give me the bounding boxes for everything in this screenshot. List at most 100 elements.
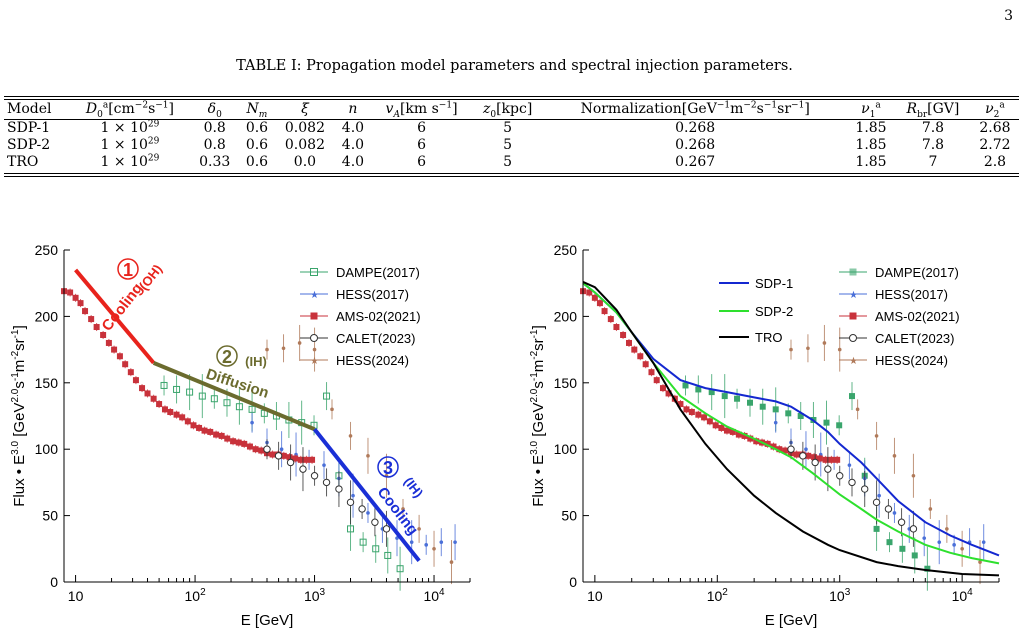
data-point bbox=[213, 431, 220, 438]
data-point bbox=[811, 458, 819, 467]
data-point bbox=[945, 527, 949, 531]
data-point bbox=[874, 434, 879, 438]
cell: 7.8 bbox=[921, 120, 945, 136]
data-point bbox=[747, 399, 754, 406]
data-point bbox=[88, 316, 95, 323]
cell: 0.6 bbox=[245, 154, 269, 170]
data-point bbox=[105, 339, 112, 346]
data-point bbox=[978, 560, 982, 564]
legend-dampe: DAMPE(2017) bbox=[336, 265, 420, 280]
data-point bbox=[409, 540, 414, 544]
cell: 6 bbox=[417, 137, 426, 153]
data-point bbox=[848, 478, 856, 487]
data-point bbox=[330, 407, 334, 412]
data-point bbox=[776, 446, 783, 453]
data-point bbox=[348, 434, 353, 438]
annotation-cooling-ih: 3 (IH) Cooling bbox=[374, 456, 426, 538]
data-point bbox=[729, 428, 736, 435]
data-point bbox=[793, 451, 800, 458]
cell: SDP-1 bbox=[7, 120, 51, 136]
data-point bbox=[695, 386, 702, 393]
figure-right: 0 50 100 150 200 250 10 102 103 104 Flux • E3.0 [… bbox=[519, 236, 1029, 632]
col-z0: z0[kpc] bbox=[482, 101, 533, 120]
y-tick-label: 150 bbox=[35, 375, 59, 391]
data-point bbox=[872, 498, 881, 507]
data-point bbox=[665, 390, 672, 397]
data-point bbox=[93, 324, 100, 331]
data-point bbox=[263, 445, 271, 453]
legend-ams: AMS-02(2021) bbox=[336, 309, 421, 324]
data-point bbox=[706, 418, 713, 425]
cell: 4.0 bbox=[341, 154, 365, 170]
data-point bbox=[335, 485, 343, 493]
data-point bbox=[432, 547, 436, 551]
annotation-2-number: 2 bbox=[222, 347, 232, 367]
table-row: SDP-2 1 × 1029 0.8 0.6 0.082 4.0 6 5 0.2… bbox=[4, 137, 1019, 154]
model-line bbox=[582, 282, 1000, 557]
data-point bbox=[235, 403, 243, 411]
data-point bbox=[358, 505, 366, 513]
data-point bbox=[150, 395, 157, 402]
data-point bbox=[224, 435, 231, 442]
segment-line bbox=[312, 428, 421, 562]
data-point bbox=[246, 443, 253, 450]
data-point bbox=[292, 455, 299, 462]
data-point bbox=[299, 465, 307, 473]
segment-line bbox=[152, 361, 316, 432]
cell: 0.267 bbox=[675, 154, 716, 170]
cell: 0.082 bbox=[284, 120, 325, 136]
data-point bbox=[718, 424, 725, 431]
data-point bbox=[424, 543, 429, 547]
data-point bbox=[274, 452, 283, 460]
data-point bbox=[396, 565, 404, 573]
y-axis-label: Flux • E3.0 [GeV2.0s-1m-2sr-1] bbox=[529, 325, 547, 507]
data-point bbox=[620, 331, 627, 338]
y-tick-label: 150 bbox=[554, 375, 578, 391]
data-point bbox=[417, 527, 421, 531]
x-tick-label: 10 bbox=[587, 588, 603, 604]
x-axis-label: E [GeV] bbox=[241, 612, 294, 629]
data-point bbox=[173, 385, 181, 393]
data-point bbox=[198, 392, 206, 400]
legend-calet: CALET(2023) bbox=[336, 331, 415, 346]
data-point bbox=[836, 472, 844, 480]
data-point bbox=[712, 422, 719, 429]
cell: 5 bbox=[503, 154, 513, 170]
data-point bbox=[789, 347, 793, 352]
data-point bbox=[607, 316, 614, 323]
cell: 1.85 bbox=[855, 120, 887, 136]
cell: 6 bbox=[417, 120, 426, 136]
cell: 0.0 bbox=[293, 154, 317, 170]
data-point bbox=[281, 346, 286, 351]
data-point bbox=[892, 511, 897, 515]
data-point bbox=[303, 456, 310, 463]
cell: 1 × 1029 bbox=[100, 119, 160, 136]
data-point bbox=[322, 463, 326, 467]
data-point bbox=[265, 347, 269, 352]
x-tick-label: 103 bbox=[304, 587, 326, 604]
data-point bbox=[735, 431, 742, 438]
data-point bbox=[884, 505, 893, 513]
data-point bbox=[772, 406, 779, 413]
data-point bbox=[877, 493, 881, 498]
legend-sdp1: SDP-1 bbox=[755, 276, 793, 291]
y-tick-label: 200 bbox=[35, 308, 59, 324]
data-point bbox=[952, 543, 956, 547]
data-point bbox=[322, 478, 331, 487]
col-delta0: δ0 bbox=[207, 101, 222, 120]
data-point bbox=[230, 438, 237, 445]
chart-left-svg: 0 50 100 150 200 250 10 102 103 104 Flux • E3.0 [… bbox=[10, 242, 471, 629]
data-point bbox=[179, 414, 186, 421]
data-point bbox=[937, 540, 942, 544]
table-header-row: Model D0a[cm−2s−1] δ0 Nm ξ n vA[km s−1] … bbox=[4, 100, 1019, 119]
data-point bbox=[822, 341, 827, 345]
cell: 0.268 bbox=[675, 120, 716, 136]
data-point bbox=[688, 409, 695, 416]
data-point bbox=[201, 427, 208, 434]
data-point bbox=[723, 427, 730, 434]
data-point bbox=[167, 409, 174, 416]
x-tick-label: 102 bbox=[707, 587, 729, 604]
data-point bbox=[642, 361, 649, 368]
data-point bbox=[235, 439, 242, 446]
cell: 1.85 bbox=[855, 154, 887, 170]
